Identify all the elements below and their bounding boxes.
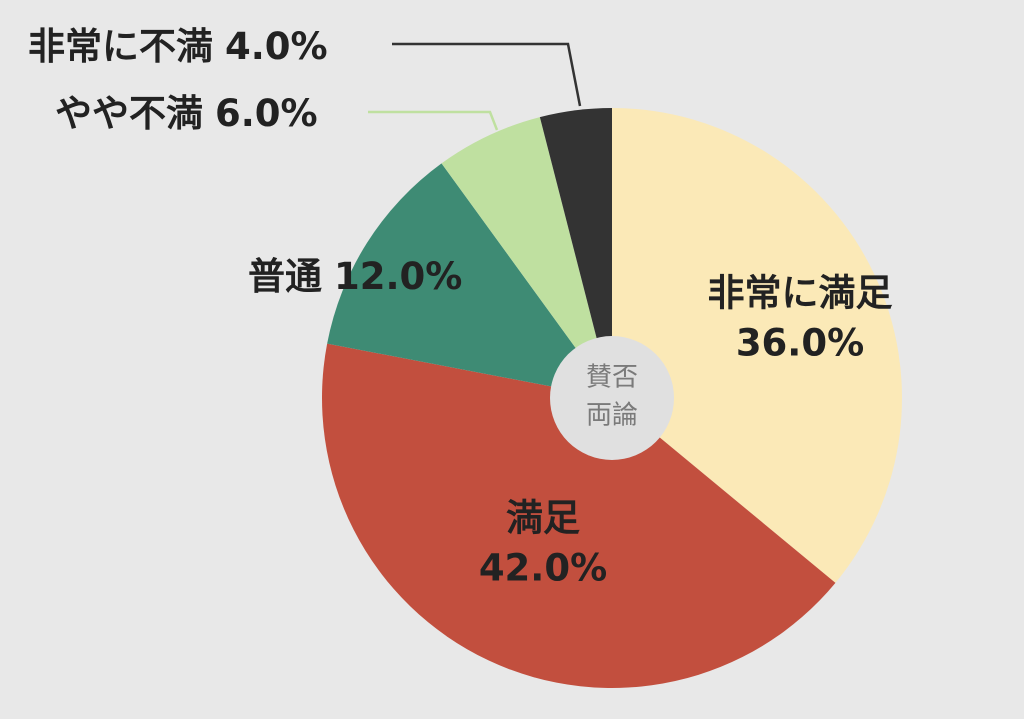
slice-label: 非常に不満 4.0% <box>28 25 328 68</box>
center-circle <box>550 336 674 460</box>
leader-line <box>368 110 499 131</box>
category-label: やや不満 <box>55 92 203 135</box>
center-label: 賛否 <box>586 363 638 393</box>
value-label: 42.0% <box>479 547 607 590</box>
slice-label: 普通 12.0% <box>248 255 462 298</box>
value-label: 4.0% <box>225 25 328 68</box>
value-label: 6.0% <box>215 92 318 135</box>
category-label: 普通 <box>248 255 322 298</box>
pie-slice <box>322 343 836 689</box>
slice-label: やや不満 6.0% <box>55 92 318 135</box>
pie-slice <box>327 163 612 398</box>
slice-label: 満足 <box>506 497 580 540</box>
leader-line <box>392 42 582 107</box>
value-label: 12.0% <box>334 255 462 298</box>
pie-slice <box>441 117 612 398</box>
slice-label: 非常に満足 <box>708 272 893 315</box>
center-label: 両論 <box>586 401 638 431</box>
value-label: 36.0% <box>736 322 864 365</box>
pie-slice <box>612 108 903 583</box>
pie-slice <box>539 108 612 398</box>
category-label: 非常に不満 <box>28 25 213 68</box>
